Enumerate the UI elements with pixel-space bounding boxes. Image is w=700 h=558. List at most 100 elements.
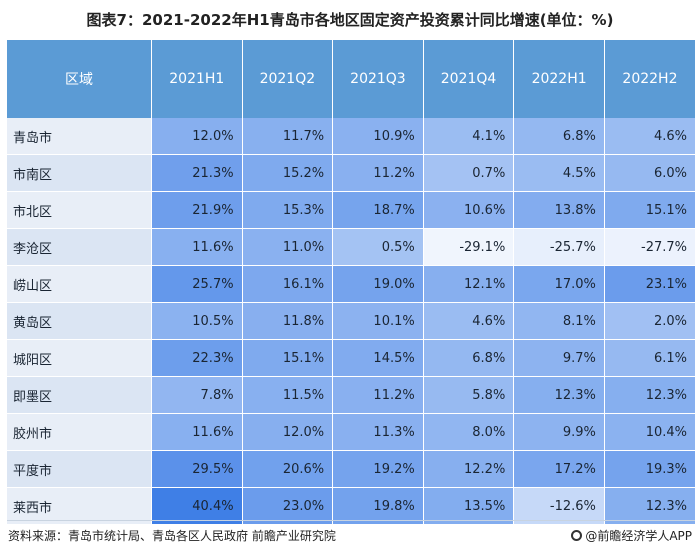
- value-cell: 6.0%: [603, 154, 695, 192]
- table-header-row: 区域 2021H1 2021Q2 2021Q3 2021Q4 2022H1 2022H2: [7, 40, 695, 118]
- value-cell: 12.3%: [603, 376, 695, 414]
- value-cell: 8.0%: [422, 413, 514, 451]
- value-cell: 11.2%: [332, 154, 424, 192]
- header-period: 2021Q2: [241, 40, 333, 118]
- value-cell: 12.1%: [422, 265, 514, 303]
- value-cell: 17.0%: [513, 265, 605, 303]
- brand-credit: @前瞻经济学人APP: [571, 524, 692, 548]
- value-cell: 9.9%: [513, 413, 605, 451]
- table-row: 平度市 29.5% 20.6% 19.2% 12.2% 17.2% 19.3%: [7, 450, 695, 488]
- value-cell: 6.8%: [513, 118, 605, 155]
- table-row: 城阳区 22.3% 15.1% 14.5% 6.8% 9.7% 6.1%: [7, 339, 695, 377]
- value-cell: 21.3%: [151, 154, 243, 192]
- table-body: 青岛市 12.0% 11.7% 10.9% 4.1% 6.8% 4.6% 市南区 21.3% 15…: [7, 118, 695, 525]
- header-period: 2022H1: [513, 40, 605, 118]
- region-cell: 即墨区: [7, 376, 152, 414]
- table-row: 莱西市 40.4% 23.0% 19.8% 13.5% -12.6% 12.3%: [7, 487, 695, 525]
- table-row: 崂山区 25.7% 16.1% 19.0% 12.1% 17.0% 23.1%: [7, 265, 695, 303]
- value-cell: 10.6%: [422, 191, 514, 229]
- table-row: 李沧区 11.6% 11.0% 0.5% -29.1% -25.7% -27.7%: [7, 228, 695, 266]
- table-row: 黄岛区 10.5% 11.8% 10.1% 4.6% 8.1% 2.0%: [7, 302, 695, 340]
- value-cell: 9.7%: [513, 339, 605, 377]
- value-cell: 19.0%: [332, 265, 424, 303]
- region-cell: 崂山区: [7, 265, 152, 303]
- value-cell: 13.5%: [422, 487, 514, 525]
- value-cell: 15.1%: [603, 191, 695, 229]
- value-cell: -29.1%: [422, 228, 514, 266]
- table-row: 胶州市 11.6% 12.0% 11.3% 8.0% 9.9% 10.4%: [7, 413, 695, 451]
- value-cell: 11.2%: [332, 376, 424, 414]
- value-cell: 4.6%: [422, 302, 514, 340]
- value-cell: 22.3%: [151, 339, 243, 377]
- region-cell: 黄岛区: [7, 302, 152, 340]
- value-cell: 19.8%: [332, 487, 424, 525]
- value-cell: 11.6%: [151, 413, 243, 451]
- value-cell: 2.0%: [603, 302, 695, 340]
- value-cell: 11.6%: [151, 228, 243, 266]
- region-cell: 莱西市: [7, 487, 152, 525]
- value-cell: -27.7%: [603, 228, 695, 266]
- value-cell: 12.3%: [603, 487, 695, 525]
- header-period: 2021Q4: [422, 40, 514, 118]
- region-cell: 城阳区: [7, 339, 152, 377]
- investment-growth-table: 区域 2021H1 2021Q2 2021Q3 2021Q4 2022H1 2022H2 青…: [7, 40, 695, 525]
- source-note: 资料来源：青岛市统计局、青岛各区人民政府 前瞻产业研究院: [8, 529, 336, 543]
- value-cell: 10.5%: [151, 302, 243, 340]
- header-period: 2021Q3: [332, 40, 424, 118]
- value-cell: 20.6%: [241, 450, 333, 488]
- value-cell: 5.8%: [422, 376, 514, 414]
- region-cell: 胶州市: [7, 413, 152, 451]
- brand-logo-icon: [571, 530, 583, 541]
- value-cell: 11.8%: [241, 302, 333, 340]
- value-cell: 4.5%: [513, 154, 605, 192]
- value-cell: -12.6%: [513, 487, 605, 525]
- value-cell: 15.2%: [241, 154, 333, 192]
- value-cell: 12.3%: [513, 376, 605, 414]
- value-cell: 10.1%: [332, 302, 424, 340]
- table-row: 青岛市 12.0% 11.7% 10.9% 4.1% 6.8% 4.6%: [7, 118, 695, 155]
- value-cell: 12.2%: [422, 450, 514, 488]
- value-cell: 29.5%: [151, 450, 243, 488]
- brand-label: @前瞻经济学人APP: [585, 529, 692, 543]
- value-cell: 17.2%: [513, 450, 605, 488]
- value-cell: 11.5%: [241, 376, 333, 414]
- value-cell: 4.1%: [422, 118, 514, 155]
- value-cell: 21.9%: [151, 191, 243, 229]
- value-cell: 19.2%: [332, 450, 424, 488]
- value-cell: 15.1%: [241, 339, 333, 377]
- footer-divider: [7, 520, 695, 521]
- region-cell: 市北区: [7, 191, 152, 229]
- table-row: 市北区 21.9% 15.3% 18.7% 10.6% 13.8% 15.1%: [7, 191, 695, 229]
- value-cell: -25.7%: [513, 228, 605, 266]
- value-cell: 7.8%: [151, 376, 243, 414]
- value-cell: 12.0%: [241, 413, 333, 451]
- value-cell: 8.1%: [513, 302, 605, 340]
- region-cell: 平度市: [7, 450, 152, 488]
- region-cell: 李沧区: [7, 228, 152, 266]
- value-cell: 18.7%: [332, 191, 424, 229]
- value-cell: 0.7%: [422, 154, 514, 192]
- value-cell: 11.0%: [241, 228, 333, 266]
- value-cell: 23.1%: [603, 265, 695, 303]
- value-cell: 6.1%: [603, 339, 695, 377]
- header-region: 区域: [7, 40, 152, 118]
- value-cell: 11.3%: [332, 413, 424, 451]
- header-period: 2021H1: [151, 40, 243, 118]
- header-period: 2022H2: [603, 40, 695, 118]
- value-cell: 10.4%: [603, 413, 695, 451]
- value-cell: 10.9%: [332, 118, 424, 155]
- value-cell: 6.8%: [422, 339, 514, 377]
- value-cell: 14.5%: [332, 339, 424, 377]
- value-cell: 23.0%: [241, 487, 333, 525]
- table-row: 市南区 21.3% 15.2% 11.2% 0.7% 4.5% 6.0%: [7, 154, 695, 192]
- value-cell: 0.5%: [332, 228, 424, 266]
- value-cell: 40.4%: [151, 487, 243, 525]
- value-cell: 13.8%: [513, 191, 605, 229]
- value-cell: 15.3%: [241, 191, 333, 229]
- table-row: 即墨区 7.8% 11.5% 11.2% 5.8% 12.3% 12.3%: [7, 376, 695, 414]
- value-cell: 12.0%: [151, 118, 243, 155]
- value-cell: 4.6%: [603, 118, 695, 155]
- region-cell: 青岛市: [7, 118, 152, 155]
- value-cell: 11.7%: [241, 118, 333, 155]
- value-cell: 16.1%: [241, 265, 333, 303]
